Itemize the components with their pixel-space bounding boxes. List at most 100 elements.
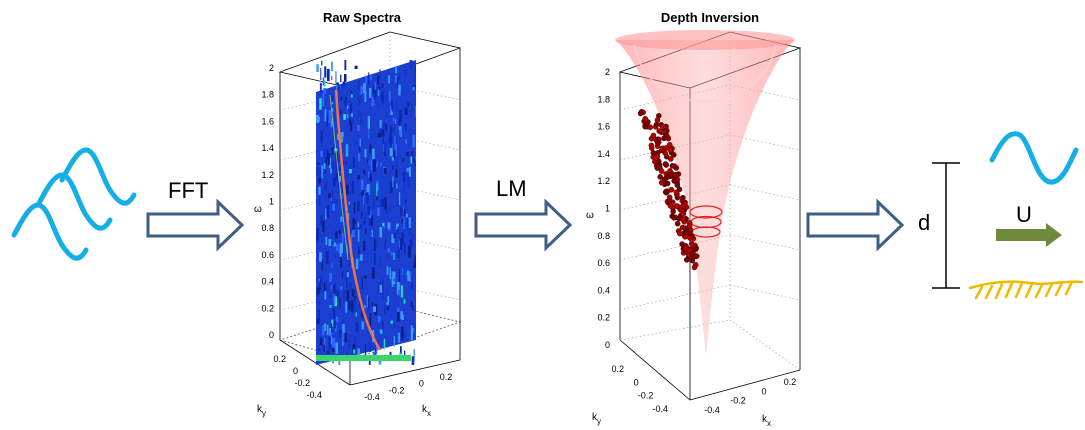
spectra-noise-cell [394, 119, 397, 124]
spectra-noise-cell [332, 203, 335, 211]
spectra-noise-cell [351, 289, 355, 297]
wave-line [11, 202, 89, 261]
depth-bracket-icon [932, 162, 960, 289]
fft-arrow-icon [146, 198, 245, 252]
spectra-noise-cell [386, 296, 390, 305]
spectra-noise-cell [379, 69, 381, 80]
omega-tick-label: 1.6 [261, 116, 274, 126]
spectra-noise-cell [328, 336, 331, 350]
spectra-noise-cell [357, 81, 360, 90]
kx-tick-label: 0 [419, 379, 424, 389]
ky-tick-label: 0.2 [611, 364, 624, 374]
spectra-noise-cell [393, 150, 396, 159]
spectra-noise-cell [352, 157, 355, 168]
omega-tick-label: 0 [605, 340, 610, 350]
spectra-noise-cell [357, 200, 360, 212]
inversion-point [660, 124, 666, 130]
spectra-noise-cell [360, 113, 363, 124]
spectra-noise-cell [347, 244, 349, 254]
inversion-point [675, 171, 682, 177]
spectra-noise-cell [359, 253, 361, 259]
spectra-noise-cell [352, 217, 355, 230]
spectra-noise-cell [366, 192, 369, 204]
spectra-noise-cell [398, 269, 400, 282]
spectra-noise-cell [357, 348, 360, 356]
spectra-noise-cell [340, 286, 342, 290]
spectra-noise-cell [369, 313, 372, 322]
spectra-noise-cell [402, 157, 405, 162]
spectra-noise-cell [405, 199, 407, 204]
spectra-noise-cell [408, 223, 411, 236]
spectra-noise-cell [377, 102, 379, 108]
spectra-noise-cell [350, 228, 352, 241]
spectra-noise-cell [358, 109, 360, 118]
spectra-noise-cell [399, 109, 402, 123]
spectra-noise-cell [367, 184, 370, 195]
spectra-noise-cell [353, 336, 357, 349]
spectra-noise-cell [393, 335, 395, 347]
spectra-noise-cell [331, 161, 335, 174]
inversion-point [680, 211, 687, 217]
spectra-noise-cell [331, 61, 333, 72]
spectra-noise-cell [342, 160, 344, 166]
spectra-noise-cell [334, 325, 337, 332]
output-arrow-icon [806, 198, 905, 252]
spectra-noise-cell [350, 94, 353, 98]
spectra-noise-cell [316, 234, 318, 243]
spectra-noise-cell [360, 179, 364, 193]
spectra-noise-cell [328, 193, 331, 199]
inversion-point [663, 132, 670, 139]
spectra-noise-cell [405, 213, 408, 218]
omega-tick-label: 1.2 [597, 176, 610, 186]
spectra-noise-cell [406, 270, 410, 276]
spectra-noise-cell [355, 312, 357, 317]
spectra-noise-cell [335, 159, 338, 172]
spectra-noise-cell [332, 308, 336, 319]
inversion-point [674, 220, 681, 227]
spectra-noise-cell [331, 147, 334, 155]
spectra-noise-cell [351, 181, 354, 193]
spectra-noise-cell [345, 169, 348, 179]
spectra-noise-cell [365, 344, 367, 355]
di-ky-ticks: 0.2 0 -0.2 -0.4 [611, 364, 668, 414]
spectra-noise-cell [401, 218, 404, 224]
spectra-noise-cell [335, 316, 339, 323]
spectra-noise-cell [382, 199, 385, 207]
spectra-noise-cell [386, 306, 390, 311]
omega-tick-label: 1.4 [597, 149, 610, 159]
spectra-noise-cell [331, 347, 335, 352]
spectra-noise-cell [393, 278, 395, 282]
spectra-noise-cell [371, 267, 375, 279]
spectra-noise-cell [382, 279, 384, 290]
spectra-noise-cell [393, 252, 395, 260]
spectra-noise-cell [409, 239, 412, 249]
spectra-noise-cell [369, 88, 372, 98]
spectra-noise-cell [340, 74, 342, 83]
spectra-noise-cell [344, 60, 347, 71]
seabed-icon [968, 280, 1084, 300]
spectra-noise-cell [350, 113, 353, 117]
spectra-noise-cell [373, 198, 375, 208]
spectra-noise-cell [393, 121, 395, 131]
spectra-noise-cell [382, 134, 384, 145]
spectra-noise-cell [349, 281, 352, 293]
spectra-noise-cell [326, 205, 330, 219]
spectra-noise-cell [321, 165, 323, 179]
spectra-noise-cell [370, 215, 373, 226]
spectra-noise-cell [317, 162, 320, 166]
spectra-noise-cell [382, 122, 386, 129]
spectra-noise-cell [335, 172, 338, 182]
spectra-noise-cell [404, 350, 406, 360]
spectra-noise-cell [369, 145, 372, 154]
spectra-noise-cell [329, 305, 332, 308]
spectra-noise-cell [344, 74, 347, 82]
spectra-noise-cell [391, 268, 394, 281]
spectra-noise-cell [323, 184, 327, 191]
spectra-noise-cell [322, 93, 325, 107]
omega-tick-label: 2 [605, 67, 610, 77]
spectra-noise-cell [316, 64, 319, 72]
spectra-noise-cell [338, 166, 342, 171]
ky-tick-label: 0.2 [273, 354, 286, 364]
spectra-noise-cell [404, 68, 407, 77]
spectra-noise-cell [401, 267, 404, 275]
